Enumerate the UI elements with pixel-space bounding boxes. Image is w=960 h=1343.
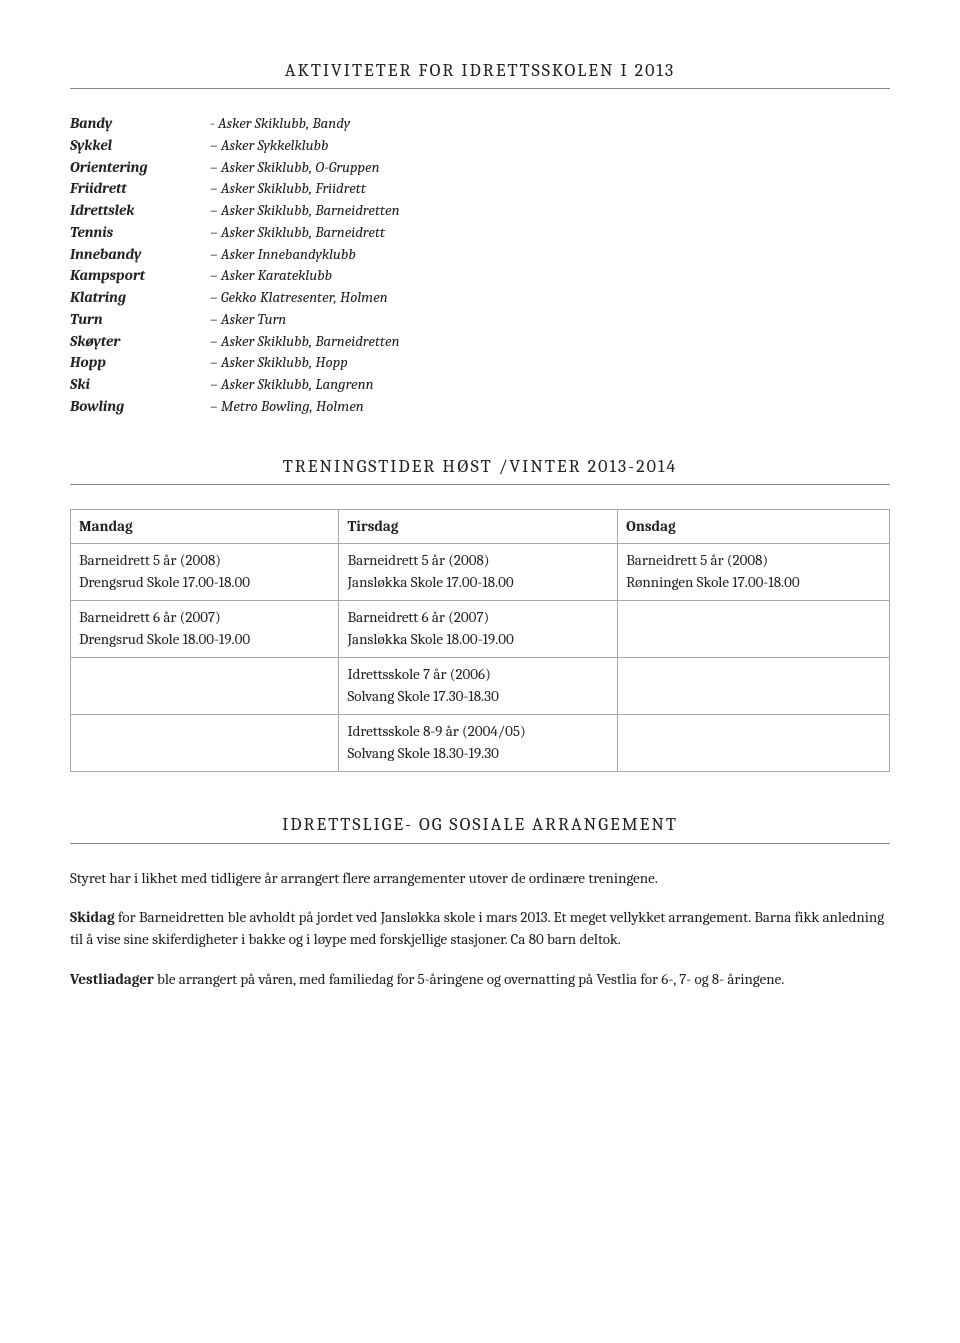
activity-value: – Metro Bowling, Holmen: [210, 396, 364, 418]
text-skidag: for Barneidretten ble avholdt på jordet …: [70, 908, 884, 948]
bold-skidag: Skidag: [70, 908, 115, 926]
activity-value: – Asker Skiklubb, Friidrett: [210, 178, 366, 200]
activity-label: Sykkel: [70, 135, 210, 157]
activity-row: Kampsport– Asker Karateklubb: [70, 265, 890, 287]
table-row: Barneidrett 5 år (2008)Drengsrud Skole 1…: [71, 544, 890, 601]
bold-vestlia: Vestliadager: [70, 970, 154, 988]
schedule-table: MandagTirsdagOnsdag Barneidrett 5 år (20…: [70, 509, 890, 773]
schedule-cell: Idrettsskole 7 år (2006)Solvang Skole 17…: [339, 658, 618, 715]
activity-label: Hopp: [70, 352, 210, 374]
schedule-cell: Barneidrett 6 år (2007)Drengsrud Skole 1…: [71, 601, 339, 658]
activity-label: Klatring: [70, 287, 210, 309]
activity-row: Sykkel– Asker Sykkelklubb: [70, 135, 890, 157]
activity-value: – Asker Sykkelklubb: [210, 135, 328, 157]
table-row: Barneidrett 6 år (2007)Drengsrud Skole 1…: [71, 601, 890, 658]
activity-label: Orientering: [70, 157, 210, 179]
activity-row: Bandy- Asker Skiklubb, Bandy: [70, 113, 890, 135]
activity-value: – Asker Skiklubb, Hopp: [210, 352, 348, 374]
activity-row: Klatring– Gekko Klatresenter, Holmen: [70, 287, 890, 309]
schedule-header: Tirsdag: [339, 509, 618, 544]
activity-label: Bandy: [70, 113, 210, 135]
activity-label: Kampsport: [70, 265, 210, 287]
schedule-cell: Barneidrett 5 år (2008)Drengsrud Skole 1…: [71, 544, 339, 601]
table-row: Idrettsskole 7 år (2006)Solvang Skole 17…: [71, 658, 890, 715]
schedule-cell: Barneidrett 5 år (2008)Rønningen Skole 1…: [618, 544, 890, 601]
section-title-activities: AKTIVITETER FOR IDRETTSSKOLEN I 2013: [70, 58, 890, 89]
activity-row: Tennis– Asker Skiklubb, Barneidrett: [70, 222, 890, 244]
schedule-cell: Idrettsskole 8-9 år (2004/05)Solvang Sko…: [339, 715, 618, 772]
activity-label: Tennis: [70, 222, 210, 244]
activity-label: Skøyter: [70, 331, 210, 353]
activity-value: - Asker Skiklubb, Bandy: [210, 113, 350, 135]
schedule-cell: [618, 715, 890, 772]
activity-value: – Asker Skiklubb, Barneidretten: [210, 331, 400, 353]
section-title-schedule: TRENINGSTIDER HØST /VINTER 2013-2014: [70, 454, 890, 485]
activity-value: – Asker Skiklubb, Barneidrett: [210, 222, 385, 244]
paragraph-skidag: Skidag for Barneidretten ble avholdt på …: [70, 907, 890, 951]
schedule-cell: [71, 658, 339, 715]
activity-value: – Gekko Klatresenter, Holmen: [210, 287, 388, 309]
section-title-events: IDRETTSLIGE- OG SOSIALE ARRANGEMENT: [70, 812, 890, 843]
paragraph-vestlia: Vestliadager ble arrangert på våren, med…: [70, 969, 890, 991]
schedule-header: Mandag: [71, 509, 339, 544]
activity-row: Skøyter– Asker Skiklubb, Barneidretten: [70, 331, 890, 353]
activity-value: – Asker Turn: [210, 309, 286, 331]
activity-value: – Asker Skiklubb, Barneidretten: [210, 200, 400, 222]
activity-row: Bowling– Metro Bowling, Holmen: [70, 396, 890, 418]
activity-label: Innebandy: [70, 244, 210, 266]
activity-row: Orientering– Asker Skiklubb, O-Gruppen: [70, 157, 890, 179]
activities-list: Bandy- Asker Skiklubb, BandySykkel– Aske…: [70, 113, 890, 418]
activity-value: – Asker Karateklubb: [210, 265, 332, 287]
schedule-cell: Barneidrett 5 år (2008)Jansløkka Skole 1…: [339, 544, 618, 601]
activity-row: Hopp– Asker Skiklubb, Hopp: [70, 352, 890, 374]
paragraph-intro: Styret har i likhet med tidligere år arr…: [70, 868, 890, 890]
activity-row: Idrettslek– Asker Skiklubb, Barneidrette…: [70, 200, 890, 222]
activity-label: Bowling: [70, 396, 210, 418]
activity-label: Idrettslek: [70, 200, 210, 222]
activity-value: – Asker Skiklubb, O-Gruppen: [210, 157, 380, 179]
activity-label: Ski: [70, 374, 210, 396]
activity-row: Innebandy– Asker Innebandyklubb: [70, 244, 890, 266]
activity-value: – Asker Skiklubb, Langrenn: [210, 374, 374, 396]
table-row: Idrettsskole 8-9 år (2004/05)Solvang Sko…: [71, 715, 890, 772]
activity-value: – Asker Innebandyklubb: [210, 244, 356, 266]
schedule-cell: [618, 601, 890, 658]
schedule-cell: [71, 715, 339, 772]
activity-row: Friidrett– Asker Skiklubb, Friidrett: [70, 178, 890, 200]
text-vestlia: ble arrangert på våren, med familiedag f…: [154, 970, 785, 988]
schedule-cell: [618, 658, 890, 715]
activity-row: Turn– Asker Turn: [70, 309, 890, 331]
activity-row: Ski– Asker Skiklubb, Langrenn: [70, 374, 890, 396]
activity-label: Friidrett: [70, 178, 210, 200]
activity-label: Turn: [70, 309, 210, 331]
schedule-cell: Barneidrett 6 år (2007)Jansløkka Skole 1…: [339, 601, 618, 658]
schedule-header: Onsdag: [618, 509, 890, 544]
